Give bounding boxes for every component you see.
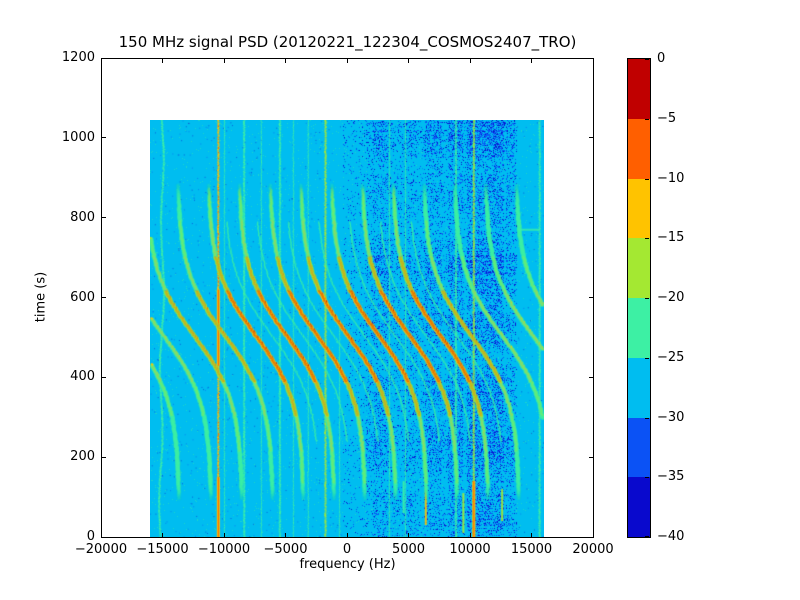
x-tick (346, 59, 348, 63)
colorbar-tick-label: −30 (657, 409, 685, 425)
y-tick (102, 137, 106, 139)
colorbar-tick (645, 298, 649, 299)
x-tick (408, 533, 409, 537)
y-tick (589, 57, 593, 59)
colorbar-segment (628, 298, 650, 358)
colorbar-tick (645, 477, 649, 479)
y-tick (589, 217, 593, 219)
x-tick (531, 59, 532, 63)
y-tick (589, 297, 593, 298)
colorbar-segment (628, 417, 650, 478)
x-tick (223, 59, 225, 63)
colorbar-tick (645, 118, 649, 120)
colorbar-segment (628, 357, 650, 418)
colorbar-tick (645, 417, 649, 419)
y-tick (102, 456, 106, 458)
x-tick (162, 533, 163, 537)
colorbar-segment (628, 178, 650, 239)
x-tick (469, 59, 471, 63)
x-tick-label: 10000 (449, 542, 491, 557)
x-tick (100, 533, 102, 537)
y-tick (102, 217, 106, 219)
y-tick-label: 400 (70, 369, 95, 385)
x-tick-label: 15000 (510, 542, 553, 557)
colorbar-tick-label: −15 (657, 230, 685, 246)
y-tick-label: 200 (70, 449, 95, 465)
x-tick (100, 59, 102, 63)
x-tick-label: 5000 (391, 542, 426, 557)
y-tick (589, 376, 593, 378)
y-tick (102, 376, 106, 378)
x-axis-label: frequency (Hz) (299, 557, 396, 572)
colorbar-tick (645, 357, 649, 359)
x-tick (592, 59, 594, 63)
y-tick (102, 297, 106, 298)
y-tick-label: 1200 (61, 50, 95, 65)
colorbar-tick-label: −10 (657, 170, 685, 186)
x-tick (285, 533, 286, 537)
colorbar-tick-label: −20 (657, 290, 685, 305)
colorbar-tick-label: −25 (657, 349, 685, 365)
x-tick (223, 533, 225, 537)
y-tick (589, 536, 593, 538)
y-tick-label: 0 (86, 529, 95, 544)
x-tick (162, 59, 163, 63)
x-tick-label: 20000 (572, 542, 614, 557)
x-tick-label: −20000 (74, 542, 128, 557)
colorbar-tick-label: −5 (657, 110, 677, 126)
colorbar-segment (628, 238, 650, 298)
colorbar-tick-label: 0 (657, 51, 666, 66)
colorbar-segment (628, 59, 650, 119)
y-tick (589, 456, 593, 458)
colorbar-tick-label: −35 (657, 469, 685, 485)
spectrogram-image (150, 120, 544, 537)
y-tick (589, 137, 593, 139)
y-tick (102, 57, 106, 59)
x-tick-label: −10000 (197, 542, 251, 557)
x-tick (592, 533, 594, 537)
x-tick (346, 533, 348, 537)
colorbar-tick (645, 536, 649, 537)
colorbar-tick-label: −40 (657, 529, 685, 544)
colorbar-tick (645, 59, 649, 60)
x-tick (285, 59, 286, 63)
x-tick-label: −5000 (263, 542, 308, 557)
x-tick (408, 59, 409, 63)
x-tick-label: 0 (342, 542, 352, 557)
y-tick-label: 1000 (61, 129, 95, 145)
colorbar-tick (645, 178, 649, 180)
colorbar-segment (628, 477, 650, 537)
x-tick (531, 533, 532, 537)
y-tick-label: 600 (70, 289, 95, 305)
x-tick (469, 533, 471, 537)
y-tick (102, 536, 106, 538)
colorbar-tick (645, 238, 649, 240)
colorbar (627, 58, 651, 538)
chart-title: 150 MHz signal PSD (20120221_122304_COSM… (118, 33, 577, 51)
colorbar-segment (628, 118, 650, 179)
x-tick-label: −15000 (136, 542, 189, 557)
y-tick-label: 800 (70, 209, 95, 225)
